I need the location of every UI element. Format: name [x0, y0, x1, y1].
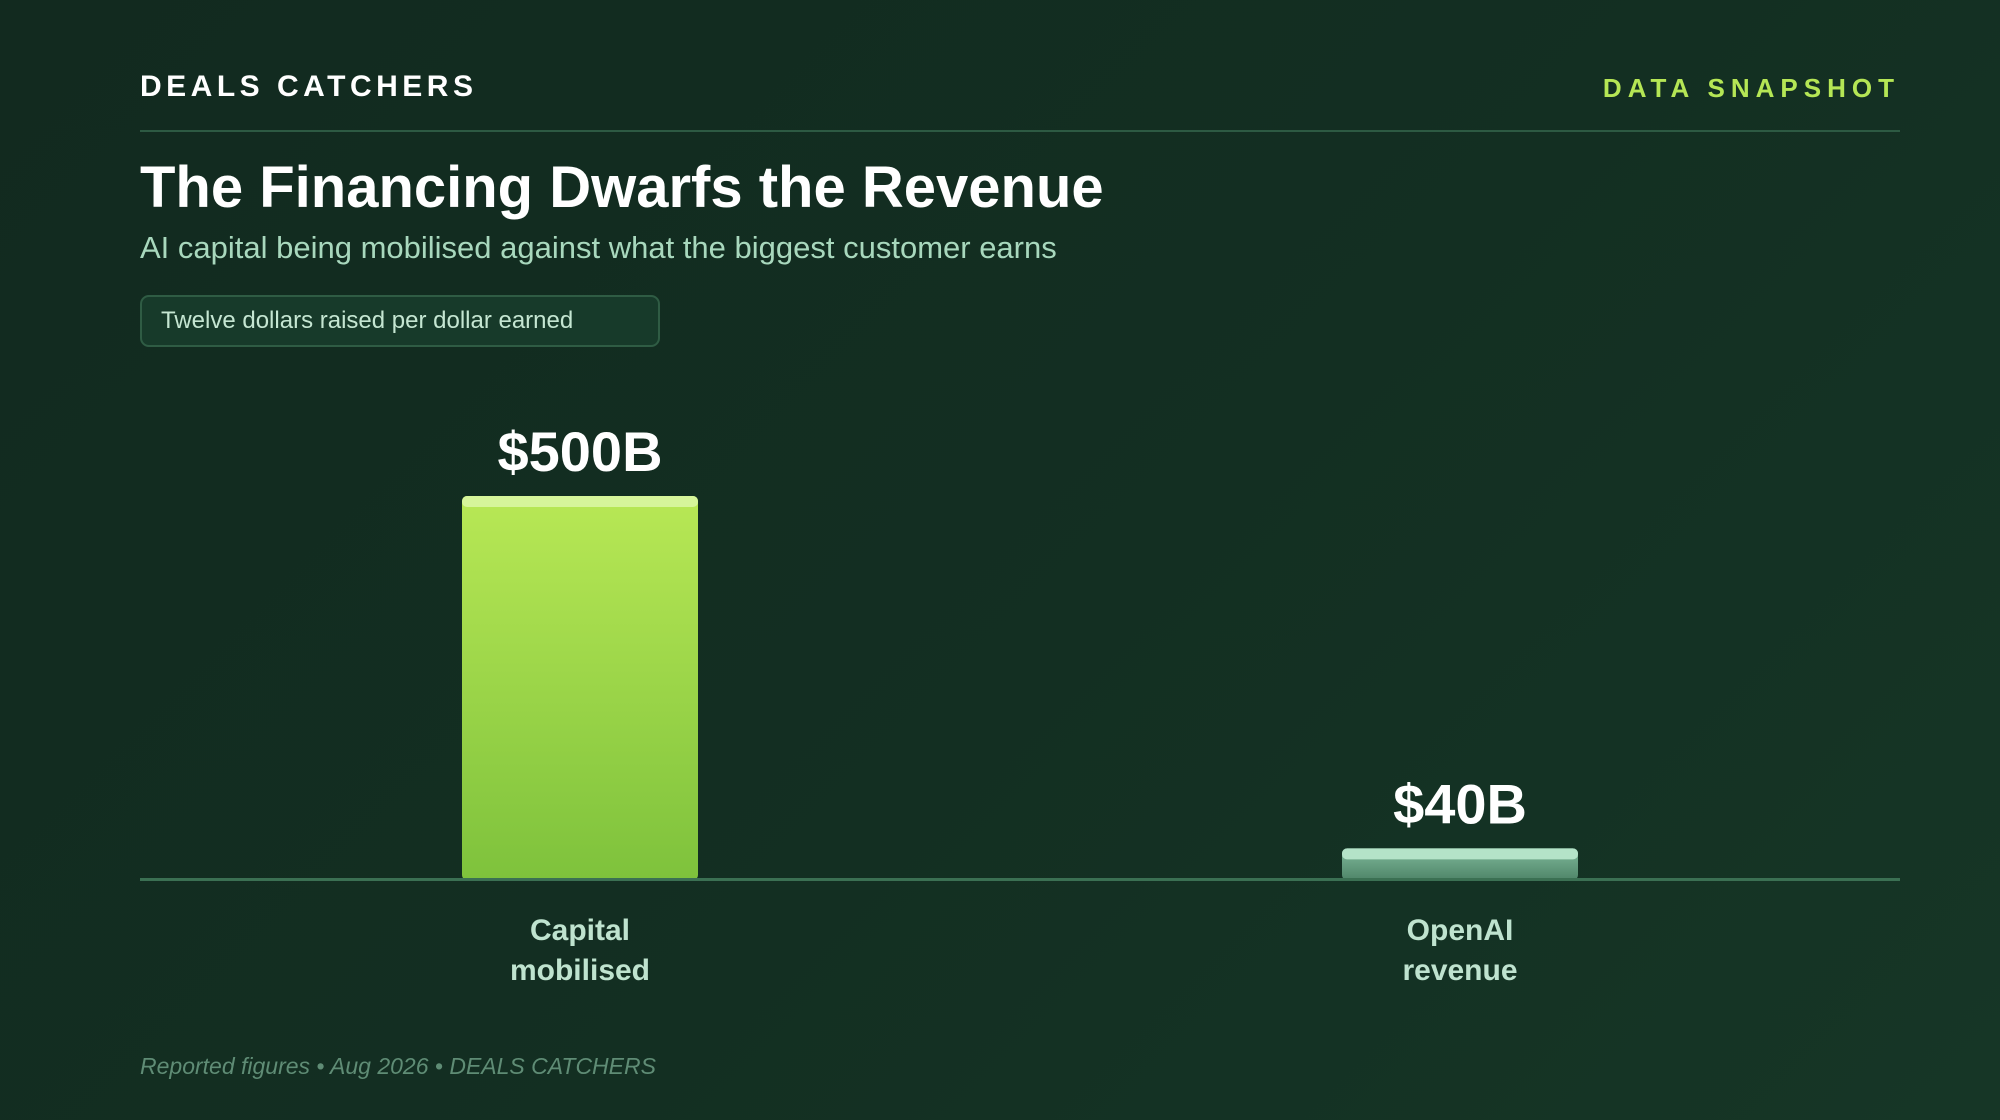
ratio-badge: Twelve dollars raised per dollar earned: [140, 295, 660, 347]
category-label-2-line-2: revenue: [1402, 954, 1517, 987]
category-label-2-line-1: OpenAI: [1407, 914, 1514, 947]
page-title: The Financing Dwarfs the Revenue: [140, 155, 1104, 220]
page-subtitle: AI capital being mobilised against what …: [140, 230, 1057, 265]
bar-cap-1: [462, 496, 698, 507]
value-label-2: $40B: [1393, 772, 1527, 835]
footer-source: Reported figures • Aug 2026 • DEALS CATC…: [140, 1053, 656, 1079]
bar-1: [462, 496, 698, 880]
value-label-1: $500B: [497, 420, 662, 483]
brand-name: DEALS CATCHERS: [140, 70, 478, 103]
header-divider: [140, 130, 1900, 132]
bar-cap-2: [1342, 848, 1578, 860]
category-label-1-line-1: Capital: [530, 914, 630, 947]
section-tag: DATA SNAPSHOT: [1602, 73, 1900, 103]
category-label-1-line-2: mobilised: [510, 954, 650, 987]
